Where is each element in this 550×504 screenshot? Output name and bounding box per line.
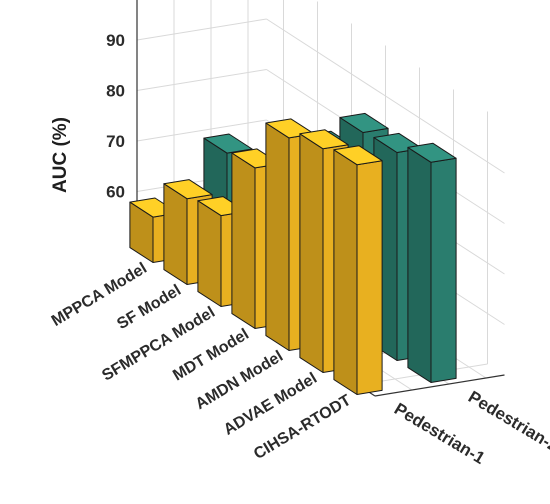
bar-front-face	[265, 122, 290, 351]
bar-top-face	[203, 133, 253, 154]
y-tick-label: 90	[106, 31, 125, 50]
y-tick-label: 80	[106, 82, 125, 101]
bar-front-face	[197, 200, 222, 307]
bar-top-face	[299, 129, 349, 150]
bar-front-face	[231, 152, 256, 329]
series-axis-line	[374, 374, 505, 397]
bar-pedestrian-2-6	[407, 142, 457, 383]
bar-front-face	[333, 149, 358, 395]
y-tick-label: 60	[106, 183, 125, 202]
bar-front-face	[163, 183, 188, 285]
series-label: Pedestrian-1	[391, 399, 488, 468]
gridline-back-wall	[136, 18, 267, 41]
gridline-back-wall	[136, 69, 267, 91]
bar-top-face	[163, 179, 213, 200]
bar-top-face	[407, 142, 457, 163]
bars	[129, 112, 457, 395]
bar-front-face	[407, 146, 432, 383]
bar-pedestrian-1-6	[333, 145, 383, 395]
y-axis-label: AUC (%)	[50, 117, 71, 193]
bar-side-face	[430, 157, 457, 383]
y-tick-label: 70	[106, 132, 125, 151]
bar-top-face	[333, 145, 383, 166]
bar-top-face	[339, 112, 389, 133]
bar-side-face	[356, 160, 383, 395]
bar-front-face	[299, 133, 324, 373]
gridline-back-wall	[136, 119, 267, 142]
